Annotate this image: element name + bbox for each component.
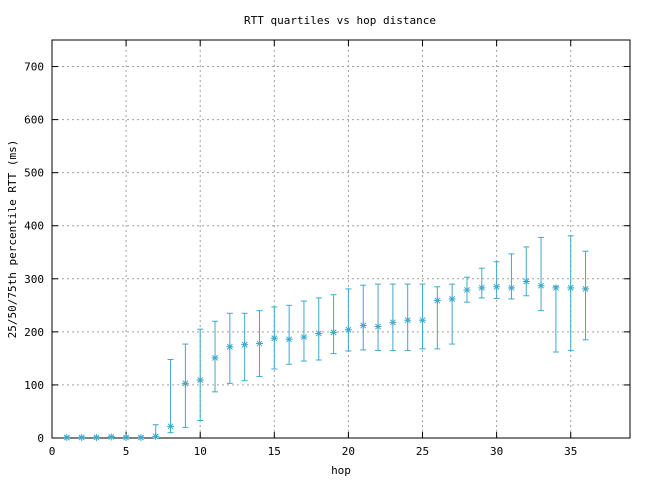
median-marker xyxy=(344,326,352,334)
y-axis-label: 25/50/75th percentile RTT (ms) xyxy=(6,140,19,339)
median-marker xyxy=(567,284,575,292)
median-marker xyxy=(463,286,471,294)
data-point-group xyxy=(522,246,530,297)
x-tick-label: 15 xyxy=(268,445,281,458)
data-point-group xyxy=(196,328,204,421)
median-marker xyxy=(419,316,427,324)
median-marker xyxy=(522,277,530,285)
median-marker xyxy=(92,433,100,441)
x-tick-label: 30 xyxy=(490,445,503,458)
median-marker xyxy=(122,433,130,441)
data-point-group xyxy=(63,433,71,441)
median-marker xyxy=(137,433,145,441)
x-tick-label: 35 xyxy=(564,445,577,458)
grid-lines xyxy=(52,40,630,438)
data-point-group xyxy=(404,283,412,351)
median-marker xyxy=(537,282,545,290)
x-tick-label: 5 xyxy=(123,445,130,458)
data-point-group xyxy=(478,267,486,299)
data-point-group xyxy=(567,235,575,351)
data-point-group xyxy=(211,320,219,393)
y-tick-label: 600 xyxy=(24,114,44,127)
median-marker xyxy=(196,376,204,384)
median-marker xyxy=(359,321,367,329)
data-point-group xyxy=(300,300,308,362)
data-point-group xyxy=(433,286,441,350)
axis-ticks xyxy=(51,40,630,439)
y-tick-label: 200 xyxy=(24,326,44,339)
median-marker xyxy=(78,433,86,441)
median-marker xyxy=(181,379,189,387)
median-marker xyxy=(404,316,412,324)
data-point-group xyxy=(181,343,189,428)
data-point-group xyxy=(582,250,590,341)
data-point-group xyxy=(152,424,160,440)
data-point-group xyxy=(344,288,352,352)
x-tick-label: 25 xyxy=(416,445,429,458)
data-point-group xyxy=(137,433,145,441)
median-marker xyxy=(507,284,515,292)
data-point-group xyxy=(285,304,293,365)
data-point-group xyxy=(122,433,130,441)
data-point-group xyxy=(463,276,471,303)
y-tick-label: 500 xyxy=(24,167,44,180)
median-marker xyxy=(211,354,219,362)
median-marker xyxy=(315,329,323,337)
median-marker xyxy=(167,422,175,430)
data-point-group xyxy=(448,283,456,345)
x-tick-label: 20 xyxy=(342,445,355,458)
chart-title: RTT quartiles vs hop distance xyxy=(244,14,436,27)
data-point-group xyxy=(374,283,382,351)
median-marker xyxy=(226,343,234,351)
data-point-group xyxy=(552,284,560,353)
y-tick-label: 0 xyxy=(37,432,44,445)
y-tick-label: 300 xyxy=(24,273,44,286)
data-point-group xyxy=(507,253,515,300)
median-marker xyxy=(389,318,397,326)
median-marker xyxy=(448,295,456,303)
median-marker xyxy=(270,334,278,342)
x-tick-labels: 0 5 10 15 20 25 30 35 xyxy=(49,445,578,458)
median-marker xyxy=(330,328,338,336)
data-point-group xyxy=(419,283,427,350)
data-point-group xyxy=(92,433,100,441)
median-marker xyxy=(582,285,590,293)
data-point-group xyxy=(107,433,115,441)
median-marker xyxy=(493,283,501,291)
data-point-group xyxy=(270,306,278,370)
x-tick-label: 0 xyxy=(49,445,56,458)
y-tick-label: 700 xyxy=(24,61,44,74)
median-marker xyxy=(300,333,308,341)
data-point-group xyxy=(315,297,323,361)
y-tick-labels: 0 100 200 300 400 500 600 700 xyxy=(24,61,44,445)
x-axis-label: hop xyxy=(331,464,351,477)
data-point-group xyxy=(359,284,367,351)
data-point-group xyxy=(226,312,234,384)
x-tick-label: 10 xyxy=(194,445,207,458)
y-tick-label: 400 xyxy=(24,220,44,233)
median-marker xyxy=(478,284,486,292)
median-marker xyxy=(255,340,263,348)
median-marker xyxy=(63,433,71,441)
median-marker xyxy=(552,284,560,292)
median-marker xyxy=(433,297,441,305)
data-point-group xyxy=(241,312,249,382)
data-point-group xyxy=(389,283,397,351)
median-marker xyxy=(152,432,160,440)
median-marker xyxy=(285,335,293,343)
y-tick-label: 100 xyxy=(24,379,44,392)
data-point-group xyxy=(255,310,263,377)
plot-frame xyxy=(51,39,631,439)
data-marks xyxy=(63,235,590,441)
data-point-group xyxy=(330,294,338,355)
data-point-group xyxy=(493,261,501,299)
median-marker xyxy=(241,341,249,349)
data-point-group xyxy=(78,433,86,441)
median-marker xyxy=(374,323,382,331)
data-point-group xyxy=(167,358,175,434)
data-point-group xyxy=(537,236,545,312)
median-marker xyxy=(107,433,115,441)
